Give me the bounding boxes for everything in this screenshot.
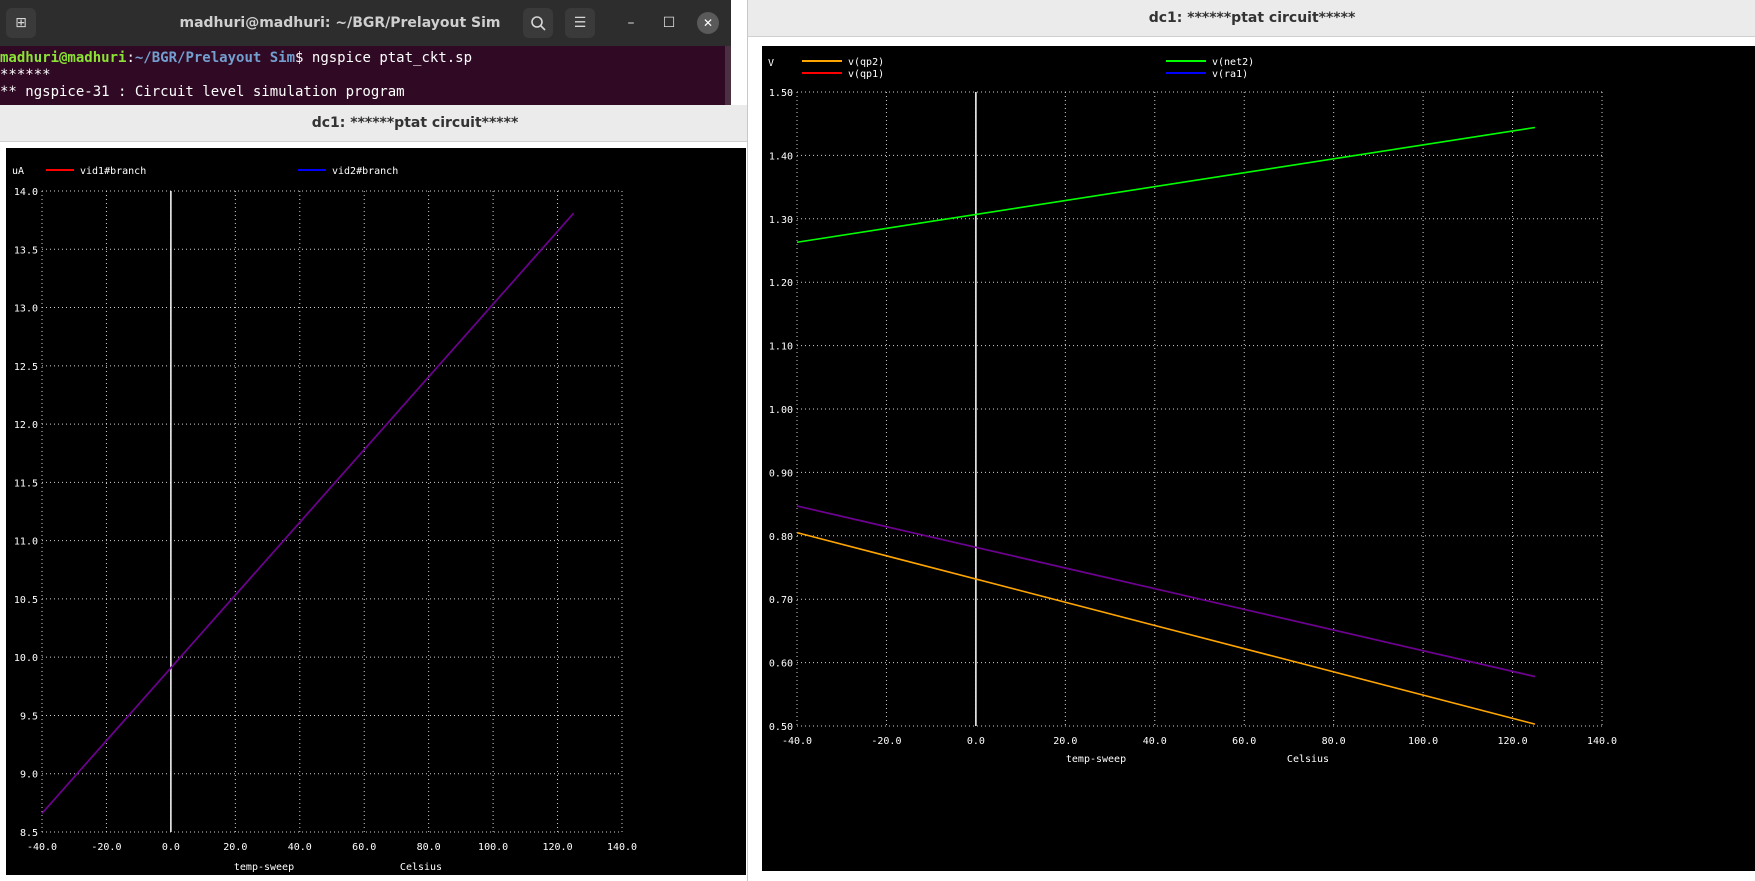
x-tick-label: 140.0 xyxy=(607,842,637,853)
legend-label: vid1#branch xyxy=(80,166,146,177)
close-icon: ✕ xyxy=(702,16,714,30)
x-tick-label: 80.0 xyxy=(1322,736,1346,747)
x-axis-label: temp-sweep xyxy=(234,862,294,873)
left-plot-canvas: -40.0 -20.0 0.0 20.0 40.0 60.0 80.0 100.0 120.0 1… xyxy=(6,148,746,875)
y-tick-label: 1.30 xyxy=(769,215,793,226)
right-plot-titlebar[interactable]: dc1: ******ptat circuit***** xyxy=(748,0,1755,37)
y-tick-label: 1.00 xyxy=(769,405,793,416)
x-tick-label: 40.0 xyxy=(288,842,312,853)
x-tick-label: 60.0 xyxy=(1232,736,1256,747)
y-tick-label: 1.40 xyxy=(769,151,793,162)
right-plot-title: dc1: ******ptat circuit***** xyxy=(1148,10,1356,26)
y-tick-label: 0.70 xyxy=(769,595,793,606)
y-units-label: uA xyxy=(12,166,24,177)
x-tick-label: -20.0 xyxy=(91,842,121,853)
y-tick-label: 0.80 xyxy=(769,532,793,543)
x-tick-label: 60.0 xyxy=(352,842,376,853)
legend-label: vid2#branch xyxy=(332,166,398,177)
right-plot-canvas: -40.0 -20.0 0.0 20.0 40.0 60.0 80.0 100.0 120.0 1… xyxy=(762,46,1755,871)
left-plot-title: dc1: ******ptat circuit***** xyxy=(311,115,519,131)
x-tick-label: 120.0 xyxy=(543,842,573,853)
y-tick-label: 12.0 xyxy=(14,420,38,431)
y-tick-label: 0.50 xyxy=(769,722,793,733)
terminal-line-2: ****** xyxy=(0,67,51,83)
x-tick-label: 40.0 xyxy=(1143,736,1167,747)
x-tick-label: 0.0 xyxy=(967,736,985,747)
prompt-command: $ ngspice ptat_ckt.sp xyxy=(295,50,473,66)
x-tick-label: 100.0 xyxy=(1408,736,1438,747)
y-units-label: V xyxy=(768,58,774,69)
y-tick-label: 11.0 xyxy=(14,537,38,548)
x-tick-label: 120.0 xyxy=(1498,736,1528,747)
x-unit-label: Celsius xyxy=(400,862,442,873)
terminal-titlebar[interactable]: ⊞ madhuri@madhuri: ~/BGR/Prelayout Sim ☰… xyxy=(0,0,731,46)
y-tick-label: 12.5 xyxy=(14,362,38,373)
maximize-icon: ☐ xyxy=(662,15,676,31)
minimize-button[interactable]: – xyxy=(620,12,642,34)
terminal-line-3: ** ngspice-31 : Circuit level simulation… xyxy=(0,84,405,100)
search-button[interactable] xyxy=(523,8,553,38)
x-tick-label: -20.0 xyxy=(871,736,901,747)
new-tab-button[interactable]: ⊞ xyxy=(6,8,36,38)
y-tick-label: 11.5 xyxy=(14,478,38,489)
y-tick-label: 13.0 xyxy=(14,304,38,315)
series-line xyxy=(796,531,1536,725)
terminal-scrollbar[interactable] xyxy=(725,46,731,105)
legend-label: v(qp1) xyxy=(848,69,884,80)
prompt-user-host: madhuri@madhuri xyxy=(0,50,127,66)
terminal-output[interactable]: madhuri@madhuri:~/BGR/Prelayout Sim$ ngs… xyxy=(0,50,473,100)
y-tick-label: 13.5 xyxy=(14,245,38,256)
menu-button[interactable]: ☰ xyxy=(565,8,595,38)
terminal-window[interactable]: ⊞ madhuri@madhuri: ~/BGR/Prelayout Sim ☰… xyxy=(0,0,731,105)
series-line xyxy=(796,126,1536,244)
close-button[interactable]: ✕ xyxy=(697,12,719,34)
x-tick-label: -40.0 xyxy=(782,736,812,747)
y-tick-label: 8.5 xyxy=(20,828,38,839)
y-tick-label: 9.5 xyxy=(20,711,38,722)
y-tick-label: 0.60 xyxy=(769,659,793,670)
x-tick-label: 140.0 xyxy=(1587,736,1617,747)
x-tick-label: -40.0 xyxy=(27,842,57,853)
left-plot-window[interactable]: dc1: ******ptat circuit***** -40.0 -20.0 0… xyxy=(0,105,747,881)
series-line xyxy=(41,212,575,814)
y-tick-label: 10.5 xyxy=(14,595,38,606)
maximize-button[interactable]: ☐ xyxy=(658,12,680,34)
y-tick-label: 14.0 xyxy=(14,187,38,198)
x-axis-label: temp-sweep xyxy=(1066,754,1126,765)
legend-label: v(ra1) xyxy=(1212,69,1248,80)
legend-label: v(qp2) xyxy=(848,57,884,68)
y-tick-label: 10.0 xyxy=(14,653,38,664)
x-tick-label: 20.0 xyxy=(1053,736,1077,747)
x-tick-label: 80.0 xyxy=(417,842,441,853)
x-tick-label: 100.0 xyxy=(478,842,508,853)
left-plot-svg: -40.0 -20.0 0.0 20.0 40.0 60.0 80.0 100.0 120.0 1… xyxy=(12,166,637,873)
x-unit-label: Celsius xyxy=(1287,754,1329,765)
new-tab-icon: ⊞ xyxy=(15,15,27,31)
y-tick-label: 1.20 xyxy=(769,278,793,289)
series-line xyxy=(796,505,1536,678)
right-plot-window[interactable]: dc1: ******ptat circuit***** -40.0 -20.0 0… xyxy=(747,0,1755,881)
y-tick-label: 1.50 xyxy=(769,88,793,99)
hamburger-menu-icon: ☰ xyxy=(573,15,587,31)
minimize-icon: – xyxy=(627,15,635,31)
y-tick-label: 1.10 xyxy=(769,342,793,353)
right-plot-svg: -40.0 -20.0 0.0 20.0 40.0 60.0 80.0 100.0 120.0 1… xyxy=(768,57,1617,765)
legend-label: v(net2) xyxy=(1212,57,1254,68)
x-tick-label: 20.0 xyxy=(223,842,247,853)
terminal-title: madhuri@madhuri: ~/BGR/Prelayout Sim xyxy=(179,15,501,31)
prompt-path: ~/BGR/Prelayout Sim xyxy=(134,50,296,66)
x-tick-label: 0.0 xyxy=(162,842,180,853)
left-plot-titlebar[interactable]: dc1: ******ptat circuit***** xyxy=(0,105,747,142)
y-tick-label: 0.90 xyxy=(769,468,793,479)
search-icon xyxy=(531,16,546,31)
y-tick-label: 9.0 xyxy=(20,770,38,781)
